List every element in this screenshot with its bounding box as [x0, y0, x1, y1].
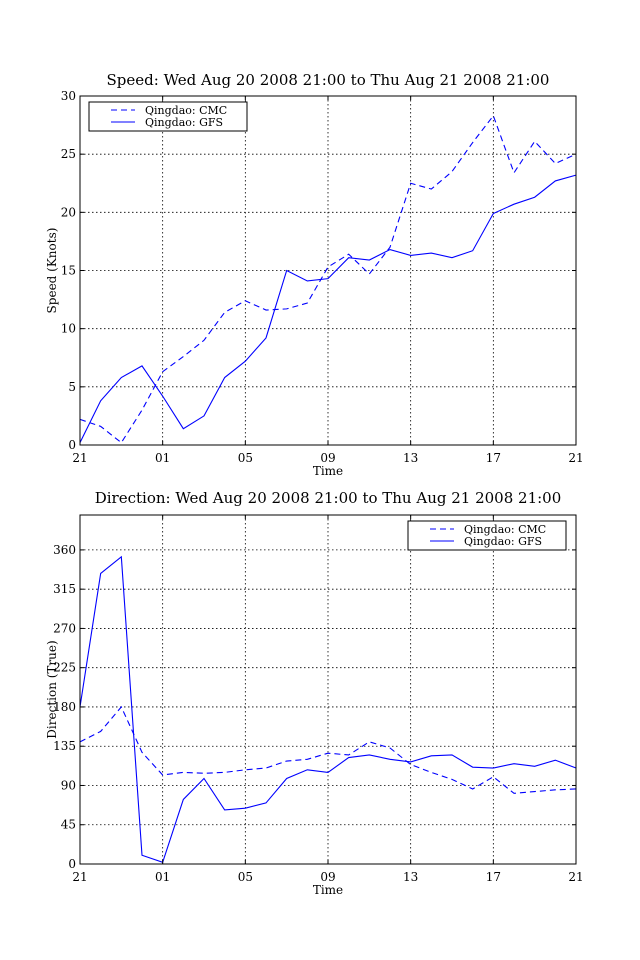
x-tick-label: 13 [403, 451, 418, 465]
x-tick-label: 17 [486, 451, 501, 465]
y-axis-label: Direction (True) [45, 640, 59, 738]
legend-label-gfs: Qingdao: GFS [145, 116, 223, 129]
chart-title: Speed: Wed Aug 20 2008 21:00 to Thu Aug … [107, 71, 550, 89]
x-tick-label: 13 [403, 870, 418, 884]
y-axis-label: Speed (Knots) [45, 228, 59, 314]
legend-label-cmc: Qingdao: CMC [145, 104, 227, 117]
legend-label-cmc: Qingdao: CMC [464, 523, 546, 536]
y-tick-label: 90 [61, 778, 76, 792]
x-tick-label: 17 [486, 870, 501, 884]
y-tick-label: 225 [53, 661, 76, 675]
x-tick-label: 09 [320, 870, 335, 884]
x-tick-label: 09 [320, 451, 335, 465]
x-tick-label: 05 [238, 870, 253, 884]
x-tick-label: 21 [568, 451, 583, 465]
y-tick-label: 25 [61, 147, 76, 161]
x-tick-label: 21 [72, 451, 87, 465]
y-tick-label: 30 [61, 89, 76, 103]
y-tick-label: 270 [53, 621, 76, 635]
series-line-cmc [79, 705, 577, 794]
x-tick-label: 01 [155, 451, 170, 465]
x-tick-label: 05 [238, 451, 253, 465]
legend-box [407, 520, 567, 551]
y-tick-label: 20 [61, 205, 76, 219]
series-line-gfs [79, 174, 577, 443]
y-tick-label: 5 [68, 380, 76, 394]
y-tick-label: 315 [53, 582, 76, 596]
x-axis-label: Time [313, 464, 343, 478]
x-tick-label: 01 [155, 870, 170, 884]
direction-chart: Direction: Wed Aug 20 2008 21:00 to Thu … [45, 489, 584, 897]
series-line-cmc [79, 114, 577, 444]
y-tick-label: 45 [61, 818, 76, 832]
y-tick-label: 180 [53, 700, 76, 714]
speed-chart: Speed: Wed Aug 20 2008 21:00 to Thu Aug … [45, 71, 584, 478]
y-tick-label: 15 [61, 264, 76, 278]
y-tick-label: 0 [68, 857, 76, 871]
y-tick-label: 135 [53, 739, 76, 753]
x-tick-label: 21 [72, 870, 87, 884]
y-tick-label: 360 [53, 543, 76, 557]
y-tick-label: 10 [61, 322, 76, 336]
y-tick-label: 0 [68, 438, 76, 452]
legend-label-gfs: Qingdao: GFS [464, 535, 542, 548]
chart-title: Direction: Wed Aug 20 2008 21:00 to Thu … [95, 489, 562, 507]
legend-box [88, 101, 248, 132]
x-axis-label: Time [313, 883, 343, 897]
x-tick-label: 21 [568, 870, 583, 884]
